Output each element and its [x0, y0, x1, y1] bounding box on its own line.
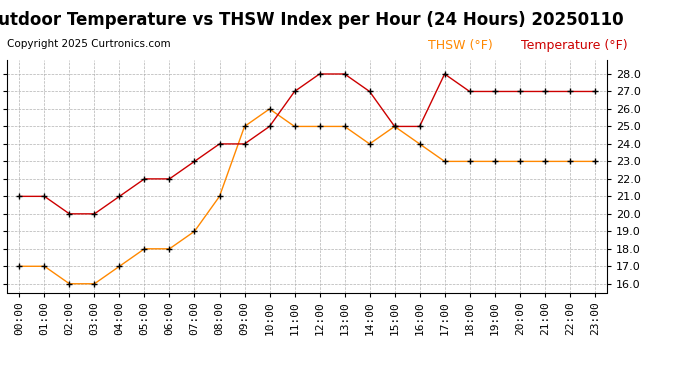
Text: Copyright 2025 Curtronics.com: Copyright 2025 Curtronics.com — [7, 39, 170, 50]
Text: THSW (°F): THSW (°F) — [428, 39, 493, 53]
Text: Temperature (°F): Temperature (°F) — [521, 39, 628, 53]
Text: Outdoor Temperature vs THSW Index per Hour (24 Hours) 20250110: Outdoor Temperature vs THSW Index per Ho… — [0, 11, 623, 29]
